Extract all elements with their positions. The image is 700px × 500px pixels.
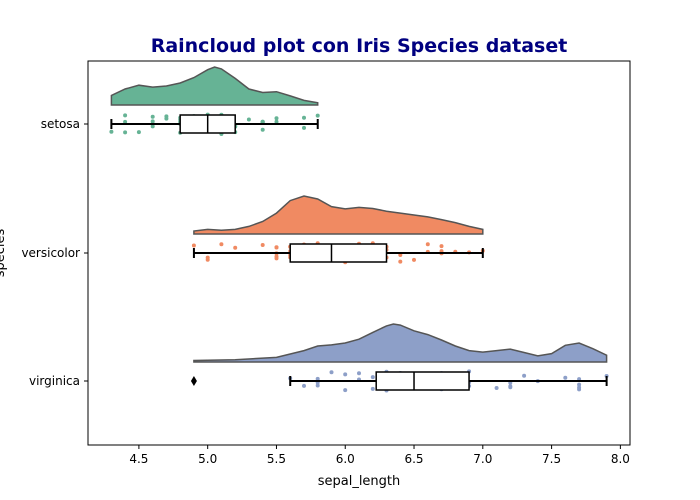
box-virginica bbox=[375, 371, 470, 391]
rain-point bbox=[398, 259, 403, 264]
x-axis: 4.5 5.0 5.5 6.0 6.5 7.0 7.5 8.0 bbox=[129, 445, 630, 466]
rain-point bbox=[508, 385, 513, 390]
x-tick-label: 5.5 bbox=[267, 452, 286, 466]
rain-point bbox=[191, 243, 196, 248]
x-tick-label: 7.5 bbox=[542, 452, 561, 466]
rain-point bbox=[109, 129, 114, 134]
x-tick-label: 6.0 bbox=[336, 452, 355, 466]
rain-point bbox=[563, 375, 568, 380]
rain-point bbox=[315, 113, 320, 118]
x-tick-label: 4.5 bbox=[129, 452, 148, 466]
rain-point bbox=[302, 383, 306, 388]
rain-point bbox=[315, 383, 320, 388]
chart-title: Raincloud plot con Iris Species dataset bbox=[151, 35, 568, 57]
y-axis-label: species bbox=[0, 229, 8, 278]
rain-point bbox=[123, 119, 128, 124]
rain-point bbox=[205, 255, 210, 260]
rain-point bbox=[315, 376, 320, 381]
box-versicolor bbox=[289, 243, 388, 263]
rain-point bbox=[577, 385, 582, 390]
cloud-setosa bbox=[110, 66, 319, 106]
rain-point bbox=[123, 113, 128, 118]
rain-point bbox=[274, 119, 279, 124]
rain-point bbox=[425, 242, 430, 247]
rain-point bbox=[136, 130, 141, 135]
rain-point bbox=[260, 243, 265, 247]
rain-point bbox=[370, 375, 375, 380]
rain-point bbox=[274, 245, 279, 250]
rain-point bbox=[123, 130, 128, 135]
rain-point bbox=[164, 114, 169, 119]
rain-point bbox=[343, 372, 348, 377]
rain-point bbox=[370, 386, 375, 391]
y-tick-label: versicolor bbox=[21, 246, 80, 260]
rain-point bbox=[577, 382, 582, 387]
y-tick-label: virginica bbox=[29, 374, 80, 388]
rain-point bbox=[302, 115, 306, 120]
x-axis-label: sepal_length bbox=[318, 474, 401, 489]
outlier-marker bbox=[190, 376, 197, 386]
rain-point bbox=[246, 117, 251, 122]
rain-point bbox=[274, 254, 279, 259]
cloud-virginica bbox=[193, 323, 608, 363]
rain-point bbox=[150, 124, 155, 129]
plot-area bbox=[109, 66, 609, 393]
rain-point bbox=[302, 125, 306, 130]
rain-point bbox=[412, 257, 416, 262]
rain-point bbox=[329, 370, 334, 375]
y-tick-label: setosa bbox=[41, 117, 80, 131]
rain-point bbox=[219, 242, 224, 247]
rain-point bbox=[260, 127, 265, 132]
y-axis: setosa versicolor virginica bbox=[21, 117, 88, 388]
x-tick-label: 6.5 bbox=[404, 452, 423, 466]
rain-point bbox=[233, 245, 238, 250]
rain-point bbox=[494, 386, 499, 390]
rain-point bbox=[357, 371, 361, 376]
rain-point bbox=[439, 244, 444, 249]
rain-point bbox=[522, 373, 527, 378]
rain-point bbox=[274, 116, 279, 121]
rain-point bbox=[150, 114, 155, 119]
cloud-versicolor bbox=[193, 195, 484, 235]
x-tick-label: 8.0 bbox=[611, 452, 630, 466]
x-tick-label: 7.0 bbox=[473, 452, 492, 466]
x-tick-label: 5.0 bbox=[198, 452, 217, 466]
rain-point bbox=[343, 388, 348, 393]
